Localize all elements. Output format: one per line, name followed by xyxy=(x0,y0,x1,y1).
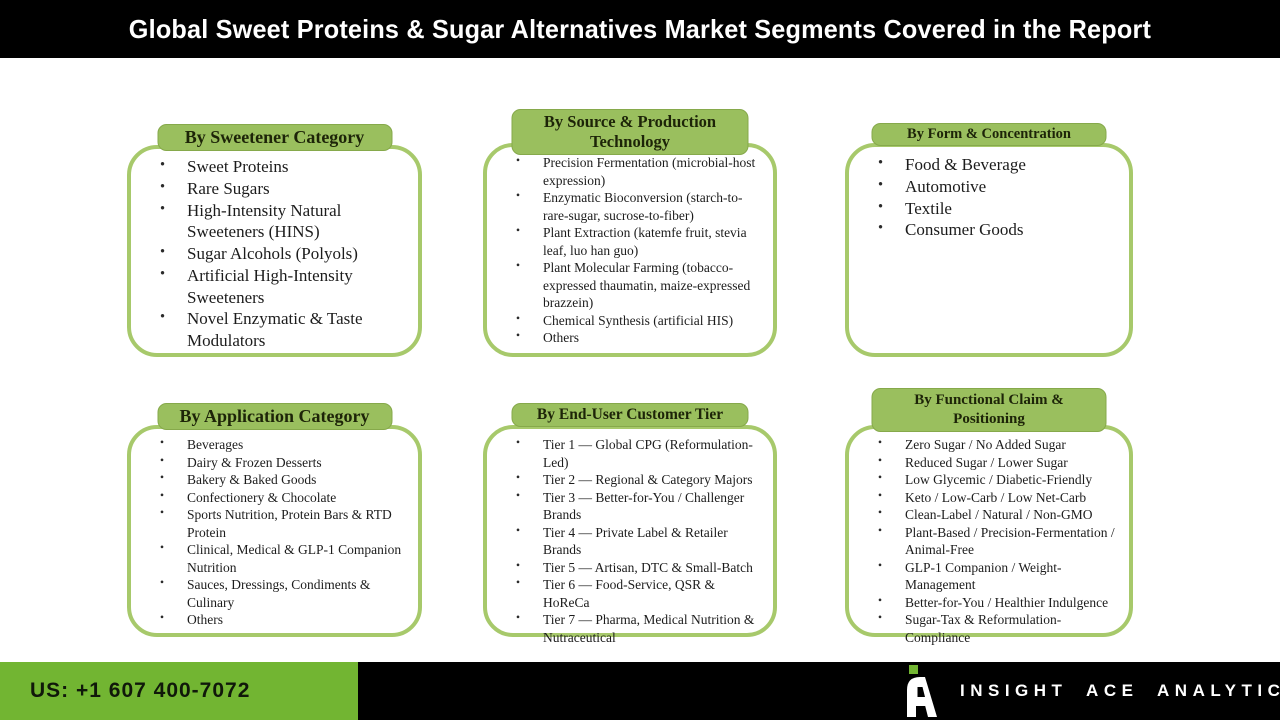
list-item: Tier 1 — Global CPG (Reformulation-Led) xyxy=(513,436,763,471)
list-item: Sugar-Tax & Reformulation-Compliance xyxy=(875,611,1119,646)
list-item: Automotive xyxy=(875,176,1119,198)
segment-item-list: Tier 1 — Global CPG (Reformulation-Led)T… xyxy=(487,429,773,647)
list-item: Plant-Based / Precision-Fermentation / A… xyxy=(875,524,1119,559)
segment-label: By Source & Production Technology xyxy=(511,109,749,155)
page-title: Global Sweet Proteins & Sugar Alternativ… xyxy=(128,13,1152,44)
segment-label: By Form & Concentration xyxy=(871,123,1107,146)
list-item: Tier 4 — Private Label & Retailer Brands xyxy=(513,524,763,559)
list-item: Keto / Low-Carb / Low Net-Carb xyxy=(875,489,1119,507)
list-item: Bakery & Baked Goods xyxy=(157,471,408,489)
segment-box-functional-claim-positioning: By Functional Claim & Positioning Zero S… xyxy=(845,388,1133,645)
list-item: Tier 6 — Food-Service, QSR & HoReCa xyxy=(513,576,763,611)
list-item: Textile xyxy=(875,198,1119,220)
segment-label: By Application Category xyxy=(157,403,392,430)
segment-box-end-user-customer-tier: By End-User Customer Tier Tier 1 — Globa… xyxy=(483,403,777,645)
list-item: Plant Molecular Farming (tobacco-express… xyxy=(513,259,763,312)
segment-item-list: Zero Sugar / No Added SugarReduced Sugar… xyxy=(849,429,1129,647)
segment-item-list: Sweet ProteinsRare SugarsHigh-Intensity … xyxy=(131,149,418,352)
phone-banner: US: +1 607 400-7072 xyxy=(0,662,358,720)
segment-item-list: Precision Fermentation (microbial-host e… xyxy=(487,147,773,347)
list-item: Chemical Synthesis (artificial HIS) xyxy=(513,312,763,330)
list-item: GLP-1 Companion / Weight-Management xyxy=(875,559,1119,594)
segment-item-list: Food & BeverageAutomotiveTextileConsumer… xyxy=(849,147,1129,241)
list-item: Precision Fermentation (microbial-host e… xyxy=(513,154,763,189)
list-item: Beverages xyxy=(157,436,408,454)
brand: INSIGHT ACE ANALYTIC xyxy=(898,662,1280,720)
list-item: Clean-Label / Natural / Non-GMO xyxy=(875,506,1119,524)
segment-label: By Sweetener Category xyxy=(157,124,392,151)
list-item: Reduced Sugar / Lower Sugar xyxy=(875,454,1119,472)
segment-box-sweetener-category: By Sweetener Category Sweet ProteinsRare… xyxy=(127,124,422,357)
segment-label: By End-User Customer Tier xyxy=(511,403,749,427)
list-item: Confectionery & Chocolate xyxy=(157,489,408,507)
segment-box-form-concentration: By Form & Concentration Food & BeverageA… xyxy=(845,123,1133,357)
segment-box-application-category: By Application Category BeveragesDairy &… xyxy=(127,403,422,637)
list-item: Sweet Proteins xyxy=(157,156,408,178)
list-item: Better-for-You / Healthier Indulgence xyxy=(875,594,1119,612)
list-item: Tier 2 — Regional & Category Majors xyxy=(513,471,763,489)
footer-bar: US: +1 607 400-7072 INSIGHT ACE ANALYTIC xyxy=(0,662,1280,720)
list-item: Novel Enzymatic & Taste Modulators xyxy=(157,308,408,352)
list-item: Consumer Goods xyxy=(875,219,1119,241)
list-item: Rare Sugars xyxy=(157,178,408,200)
segment-box-source-production-technology: By Source & Production Technology Precis… xyxy=(483,109,777,357)
list-item: Low Glycemic / Diabetic-Friendly xyxy=(875,471,1119,489)
list-item: Food & Beverage xyxy=(875,154,1119,176)
list-item: Clinical, Medical & GLP-1 Companion Nutr… xyxy=(157,541,408,576)
list-item: Sports Nutrition, Protein Bars & RTD Pro… xyxy=(157,506,408,541)
header-bar: Global Sweet Proteins & Sugar Alternativ… xyxy=(0,0,1280,58)
list-item: Plant Extraction (katemfe fruit, stevia … xyxy=(513,224,763,259)
list-item: Zero Sugar / No Added Sugar xyxy=(875,436,1119,454)
list-item: Tier 5 — Artisan, DTC & Small-Batch xyxy=(513,559,763,577)
list-item: Tier 7 — Pharma, Medical Nutrition & Nut… xyxy=(513,611,763,646)
list-item: Sauces, Dressings, Condiments & Culinary xyxy=(157,576,408,611)
list-item: High-Intensity Natural Sweeteners (HINS) xyxy=(157,200,408,244)
segment-item-list: BeveragesDairy & Frozen DessertsBakery &… xyxy=(131,429,418,629)
list-item: Dairy & Frozen Desserts xyxy=(157,454,408,472)
list-item: Others xyxy=(157,611,408,629)
segment-label: By Functional Claim & Positioning xyxy=(871,388,1107,432)
list-item: Enzymatic Bioconversion (starch-to-rare-… xyxy=(513,189,763,224)
brand-name: INSIGHT ACE ANALYTIC xyxy=(960,681,1280,700)
brand-logo-icon xyxy=(907,665,937,717)
list-item: Others xyxy=(513,329,763,347)
list-item: Tier 3 — Better-for-You / Challenger Bra… xyxy=(513,489,763,524)
list-item: Sugar Alcohols (Polyols) xyxy=(157,243,408,265)
list-item: Artificial High-Intensity Sweeteners xyxy=(157,265,408,309)
